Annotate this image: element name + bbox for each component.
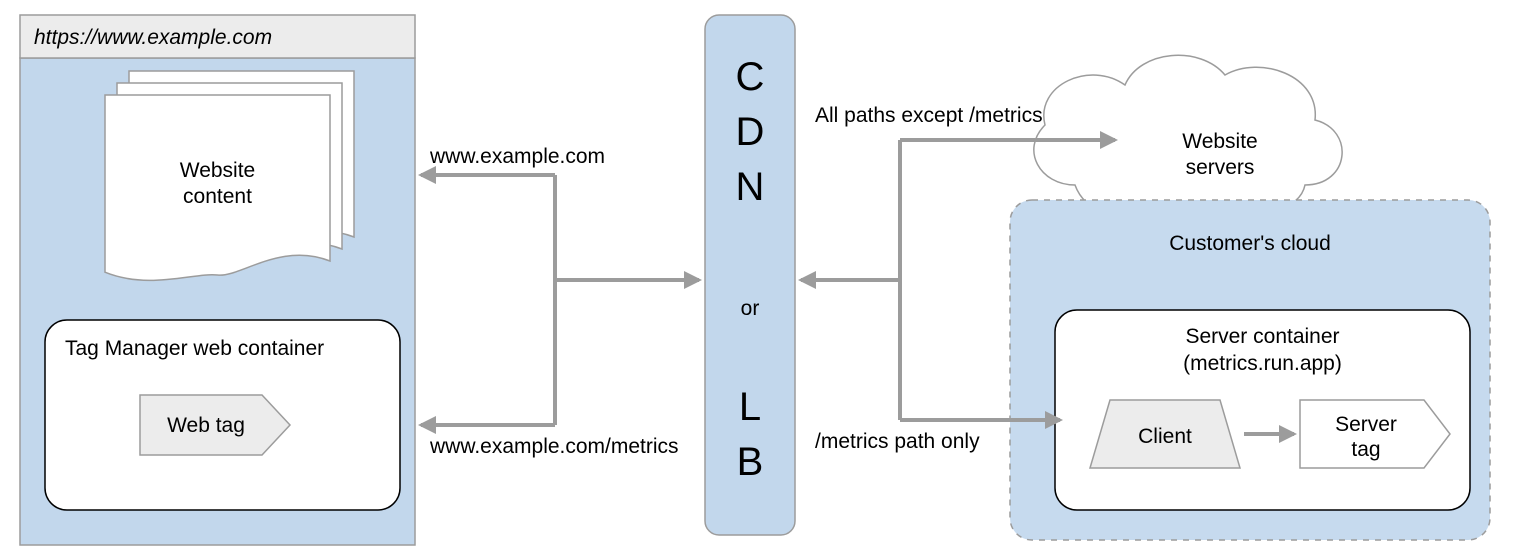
cdn-letter-0: C <box>736 55 765 99</box>
web-tag-label: Web tag <box>167 414 245 437</box>
label-metrics-only: /metrics path only <box>815 430 980 453</box>
cdn-letter-2: N <box>736 165 765 209</box>
server-tag-label-2: tag <box>1351 438 1380 461</box>
customer-cloud-title: Customer's cloud <box>1169 232 1331 255</box>
label-www-top: www.example.com <box>429 145 605 168</box>
cdn-letter-4: L <box>739 385 761 429</box>
website-content-label-line2: content <box>183 185 252 208</box>
server-tag-label-1: Server <box>1335 413 1397 436</box>
label-all-paths: All paths except /metrics <box>815 104 1043 127</box>
cloud-label-2: servers <box>1186 156 1255 179</box>
cdn-letter-3: or <box>741 297 760 320</box>
server-container-title-1: Server container <box>1185 325 1339 348</box>
label-www-bot: www.example.com/metrics <box>429 435 679 458</box>
website-content-label-line1: Website <box>180 159 255 182</box>
cdn-letter-1: D <box>736 110 765 154</box>
client-label: Client <box>1138 425 1192 448</box>
browser-url: https://www.example.com <box>34 26 272 49</box>
cdn-letter-5: B <box>737 440 764 484</box>
tag-manager-title: Tag Manager web container <box>65 337 324 360</box>
server-container-title-2: (metrics.run.app) <box>1183 352 1342 375</box>
cloud-label-1: Website <box>1182 130 1257 153</box>
